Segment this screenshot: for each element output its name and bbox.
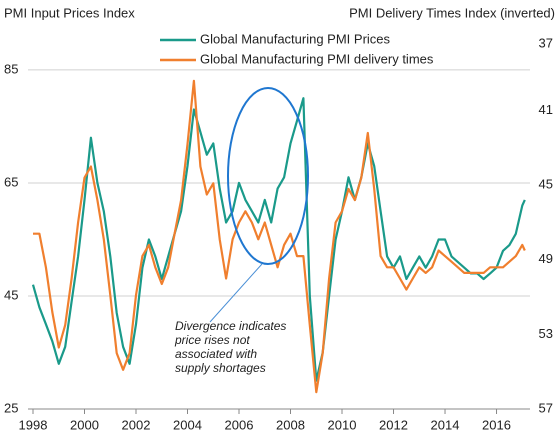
y-tick-label: 65 <box>4 174 18 189</box>
legend-label: Global Manufacturing PMI Prices <box>200 31 391 46</box>
x-tick-label: 2016 <box>482 417 511 432</box>
highlight-ellipse <box>227 87 309 265</box>
y2-tick-label: 45 <box>539 177 553 192</box>
annotation: Divergence indicates price rises not ass… <box>174 319 286 375</box>
x-tick-label: 1998 <box>19 417 48 432</box>
plot: 25 45 65 85 37 41 45 49 53 57 1998 2000 2002 2004 2006… <box>4 31 553 432</box>
x-tick-label: 2008 <box>276 417 305 432</box>
y2-tick-label: 57 <box>539 400 553 415</box>
pointer-line <box>209 263 263 323</box>
y-tick-label: 45 <box>4 287 18 302</box>
y2-axis-title: PMI Delivery Times Index (inverted) <box>349 5 555 20</box>
y2-tick-label: 37 <box>539 35 553 50</box>
y-axis-title: PMI Input Prices Index <box>4 5 135 20</box>
y2-tick-label: 49 <box>539 251 553 266</box>
x-tick-label: 2004 <box>173 417 202 432</box>
x-tick-label: 2000 <box>70 417 99 432</box>
x-tick-label: 2006 <box>225 417 254 432</box>
x-tick-label: 2014 <box>431 417 460 432</box>
y2-tick-label: 41 <box>539 102 553 117</box>
annotation-line: Divergence indicates <box>175 319 286 333</box>
y-tick-label: 85 <box>4 61 18 76</box>
data-line <box>31 97 526 382</box>
y2-tick-label: 53 <box>539 326 553 341</box>
x-tick-label: 2002 <box>122 417 151 432</box>
annotation-line: associated with <box>175 347 257 361</box>
x-tick-label: 2012 <box>379 417 408 432</box>
legend-label: Global Manufacturing PMI delivery times <box>200 51 434 66</box>
annotation-line: supply shortages <box>175 361 266 375</box>
y-tick-label: 25 <box>4 400 18 415</box>
data-line <box>33 79 526 394</box>
x-tick-label: 2010 <box>328 417 357 432</box>
annotation-line: price rises not <box>174 333 250 347</box>
